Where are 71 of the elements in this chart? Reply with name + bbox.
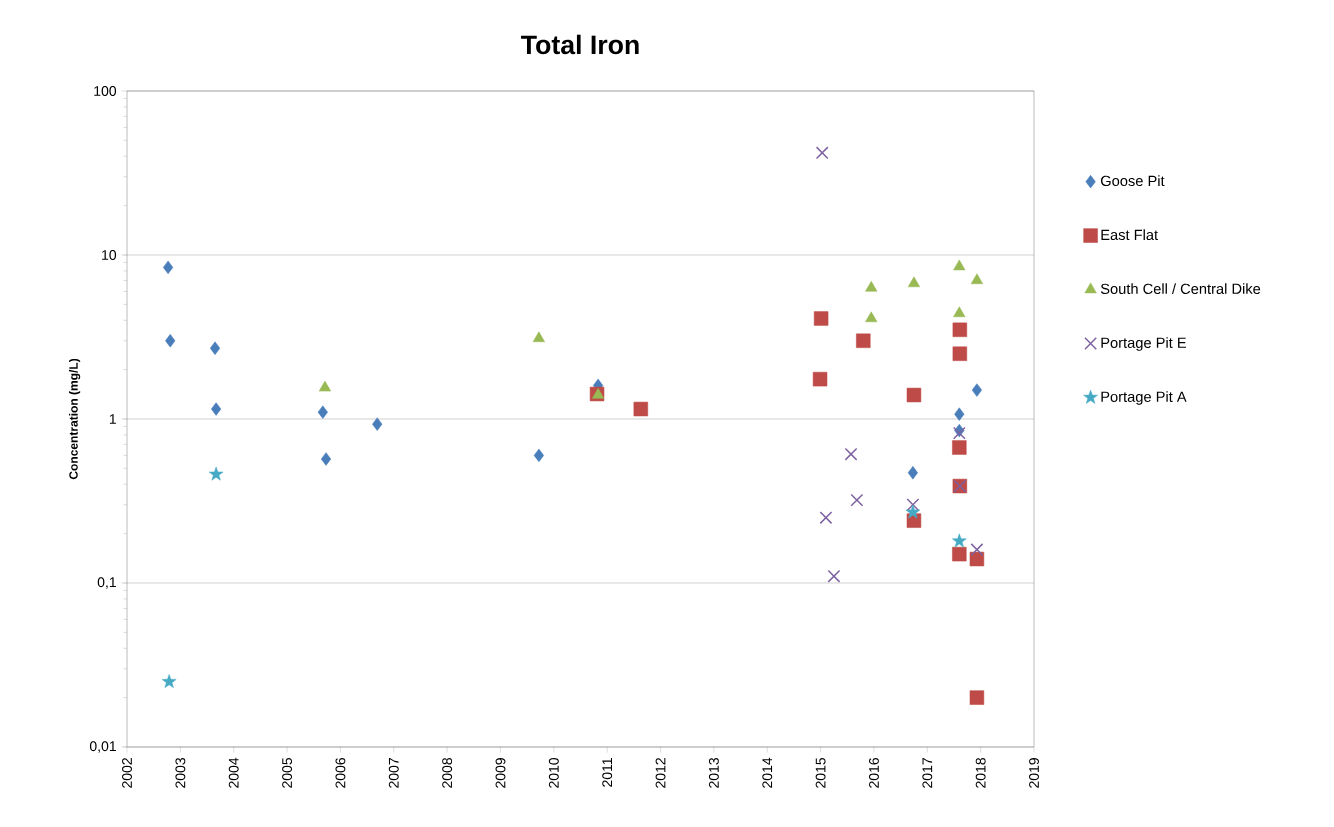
legend-label: Portage Pit E [1101, 337, 1186, 351]
legend-label: South Cell / Central Dike [1100, 283, 1261, 295]
point [952, 346, 968, 361]
point [815, 146, 829, 160]
x-tick-label: 2011 [602, 758, 613, 787]
y-tick-label: 100 [94, 86, 117, 96]
x-tick-label: 2004 [228, 757, 239, 788]
y-tick-label: 1 [109, 414, 116, 424]
point [856, 333, 871, 348]
x-tick-label: 2016 [869, 758, 879, 788]
point [906, 387, 922, 403]
point [318, 380, 331, 392]
x-tick-label: 2019 [1029, 758, 1039, 788]
x-tick-label: 2009 [495, 758, 506, 788]
point [317, 405, 328, 419]
point [533, 448, 544, 463]
point [165, 334, 176, 348]
point [813, 311, 829, 326]
point [211, 402, 222, 416]
point [970, 273, 983, 285]
point [952, 533, 967, 548]
x-tick-label: 2008 [442, 758, 453, 788]
point [865, 311, 878, 323]
legend-label: East Flat [1101, 229, 1158, 241]
point [907, 466, 918, 480]
point [161, 674, 177, 688]
point [905, 504, 921, 519]
point [953, 259, 966, 271]
point [969, 551, 985, 567]
point [971, 383, 982, 397]
x-tick-label: 2005 [282, 757, 293, 788]
point [952, 440, 967, 455]
legend-label: Goose Pit [1100, 175, 1165, 187]
y-tick-label: 10 [102, 250, 117, 260]
point [952, 322, 968, 337]
point [633, 401, 648, 417]
point [827, 569, 841, 583]
x-tick-label: 2014 [762, 757, 773, 788]
x-tick-label: 2015 [815, 757, 826, 788]
x-tick-label: 2006 [335, 758, 346, 788]
x-tick-label: 2017 [922, 758, 933, 788]
point [850, 493, 864, 507]
point [906, 498, 920, 512]
point [163, 260, 174, 275]
x-tick-label: 2010 [548, 757, 559, 788]
point [953, 306, 966, 318]
point [532, 331, 545, 343]
point [969, 690, 985, 705]
point [208, 466, 224, 481]
x-tick-label: 2002 [122, 758, 132, 788]
y-tick-label: 0,1 [97, 577, 116, 589]
point [812, 371, 828, 387]
point [372, 417, 383, 431]
point [954, 407, 965, 421]
point [320, 452, 332, 466]
y-axis-title: Concentration (mg/L) [68, 358, 81, 480]
x-tick-label: 2013 [708, 758, 719, 788]
point [970, 543, 984, 556]
x-tick-label: 2018 [975, 758, 986, 788]
y-tick-label: 0,01 [89, 741, 116, 753]
point [209, 341, 221, 355]
chart-title: Total Iron [521, 34, 639, 55]
x-tick-label: 2012 [655, 758, 666, 788]
point [907, 276, 921, 288]
point [865, 280, 878, 292]
point [952, 546, 967, 562]
point [844, 447, 858, 461]
legend-label: Portage Pit A [1101, 391, 1187, 405]
x-tick-label: 2007 [388, 758, 399, 788]
point [819, 511, 833, 525]
x-tick-label: 2003 [175, 758, 186, 788]
